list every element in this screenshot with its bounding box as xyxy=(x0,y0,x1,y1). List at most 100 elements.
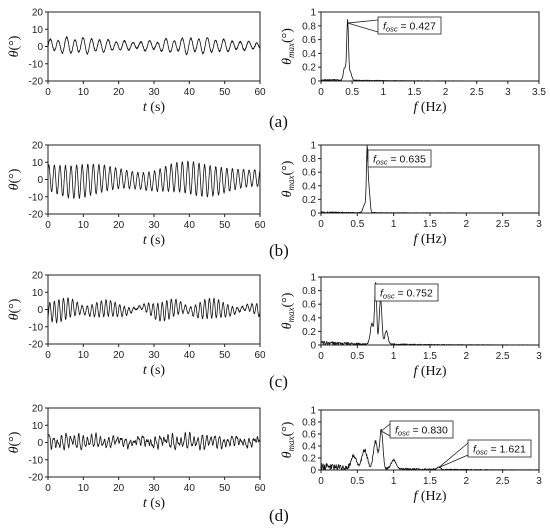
panel5-ytick-label-4: 0.8 xyxy=(302,286,316,297)
panel1-xtick-label-5: 2.5 xyxy=(470,87,484,98)
panel7-ytick-label-5: 1 xyxy=(310,406,316,417)
panel7-series xyxy=(320,428,539,471)
panel6-ytick-label-0: -20 xyxy=(29,473,44,484)
panel6-ytick-label-2: 0 xyxy=(37,438,43,449)
panel2-ytick-label-2: 0 xyxy=(37,175,43,186)
panel2-ytick-label-3: 10 xyxy=(32,158,44,169)
panel1-xtick-label-7: 3.5 xyxy=(532,87,546,98)
panel0-ytick-label-2: 0 xyxy=(37,42,43,53)
panel7-xtick-label-2: 1 xyxy=(391,476,397,487)
panel1-annotation-0: fosc = 0.427 xyxy=(383,21,436,34)
panel7-xlabel: f (Hz) xyxy=(413,489,446,504)
panel0-xtick-label-6: 60 xyxy=(254,87,266,98)
panel2-series xyxy=(47,160,261,199)
panel5-ytick-label-1: 0.2 xyxy=(302,327,316,338)
panel5-ylabel: θmax(°) xyxy=(280,292,296,329)
panel7-ytick-label-2: 0.4 xyxy=(302,442,316,453)
panel7-ylabel: θmax(°) xyxy=(280,421,296,458)
panel1-annotation-leader2-0 xyxy=(347,19,379,24)
panel4-ytick-label-0: -20 xyxy=(29,340,44,351)
panel1-xtick-label-0: 0 xyxy=(318,87,324,98)
panel0-xtick-label-5: 50 xyxy=(219,87,231,98)
panel2-ylabel: θ(°) xyxy=(7,168,22,190)
panel2-xtick-label-1: 10 xyxy=(78,220,90,231)
panel5-xtick-label-0: 0 xyxy=(318,351,324,362)
panel5-xtick-label-3: 1.5 xyxy=(423,351,437,362)
panel6-series xyxy=(47,431,261,451)
panel3-series xyxy=(320,145,539,214)
panel7-annotation-1: fosc = 1.621 xyxy=(473,444,526,457)
panel3-ytick-label-2: 0.4 xyxy=(302,181,316,192)
panel6-xtick-label-6: 60 xyxy=(254,483,266,494)
panel5-xtick-label-6: 3 xyxy=(536,351,542,362)
panel0-xtick-label-0: 0 xyxy=(45,87,51,98)
panel6-xlabel: t (s) xyxy=(143,496,166,511)
panel7-ytick-label-3: 0.6 xyxy=(302,430,316,441)
panel6-xtick-label-5: 50 xyxy=(219,483,231,494)
panel0-frame xyxy=(47,11,261,82)
panel5-xlabel: f (Hz) xyxy=(413,364,446,379)
panel7-xtick-label-5: 2.5 xyxy=(496,476,510,487)
subfigure-label-a: (a) xyxy=(269,112,288,131)
panel3-ytick-label-3: 0.6 xyxy=(302,168,316,179)
panel6-xtick-label-4: 40 xyxy=(184,483,196,494)
subfigure-label-c: (c) xyxy=(269,372,288,391)
panel3-ylabel: θmax(°) xyxy=(280,160,296,197)
panel5-ytick-label-3: 0.6 xyxy=(302,300,316,311)
panel2-xtick-label-0: 0 xyxy=(45,220,51,231)
panel0-ytick-label-4: 20 xyxy=(32,8,44,19)
panel1-ytick-label-4: 0.8 xyxy=(302,21,316,32)
panel2-ytick-label-1: -10 xyxy=(29,192,44,203)
panel0-ylabel: θ(°) xyxy=(7,35,22,57)
panel1-xtick-label-2: 1 xyxy=(381,87,387,98)
panel3-annotation-0: fosc = 0.635 xyxy=(373,154,426,167)
panel7-annotation-leader2-0 xyxy=(381,423,391,432)
panel3-xtick-label-3: 1.5 xyxy=(423,219,437,230)
panel6-ytick-label-4: 20 xyxy=(32,404,44,415)
panel1-ytick-label-1: 0.2 xyxy=(302,63,316,74)
panel1-xlabel: f (Hz) xyxy=(413,100,446,115)
panel1-ytick-label-5: 1 xyxy=(310,8,316,19)
panel2-ytick-label-4: 20 xyxy=(32,141,44,152)
panel6-xtick-label-0: 0 xyxy=(45,483,51,494)
panel3-annotation-box-0 xyxy=(367,149,432,168)
panel0-ytick-label-3: 10 xyxy=(32,25,44,36)
panel5-annotation-0: fosc = 0.752 xyxy=(380,288,433,301)
panel1-series xyxy=(320,18,539,82)
panel0-xtick-label-1: 10 xyxy=(78,87,90,98)
panel3-ytick-label-5: 1 xyxy=(310,141,316,152)
panel7-xtick-label-4: 2 xyxy=(464,476,470,487)
panel4-xtick-label-3: 30 xyxy=(148,350,160,361)
panel1-xtick-label-3: 1.5 xyxy=(407,87,421,98)
panel3-ytick-label-1: 0.2 xyxy=(302,195,316,206)
panel6-xtick-label-1: 10 xyxy=(78,483,90,494)
panel7-annotation-leader2-1 xyxy=(438,442,469,468)
panel0-ytick-label-0: -20 xyxy=(29,77,44,88)
panel3-xtick-label-6: 3 xyxy=(536,219,542,230)
panel7-ytick-label-1: 0.2 xyxy=(302,454,316,465)
panel7-xtick-label-6: 3 xyxy=(536,476,542,487)
panel5-xtick-label-5: 2.5 xyxy=(496,351,510,362)
panel4-ytick-label-1: -10 xyxy=(29,322,44,333)
panel7-xtick-label-0: 0 xyxy=(318,476,324,487)
panel7-annotation-leader-0 xyxy=(381,430,391,437)
panel2-xtick-label-2: 20 xyxy=(113,220,125,231)
panel1-ytick-label-3: 0.6 xyxy=(302,35,316,46)
panel1-ytick-label-0: 0 xyxy=(310,77,316,88)
panel0-xtick-label-4: 40 xyxy=(184,87,196,98)
panel7-annotation-leader-1 xyxy=(438,454,469,468)
panel3-xtick-label-5: 2.5 xyxy=(496,219,510,230)
panel7-annotation-box-1 xyxy=(467,439,532,458)
panel2-xtick-label-6: 60 xyxy=(254,220,266,231)
panel1-annotation-box-0 xyxy=(377,16,442,35)
panel1-ylabel: θmax(°) xyxy=(280,28,296,65)
subfigure-label-b: (b) xyxy=(269,241,289,260)
panel3-ytick-label-0: 0 xyxy=(310,209,316,220)
panel1-xtick-label-4: 2 xyxy=(443,87,449,98)
panel5-series xyxy=(320,282,539,346)
panel4-xtick-label-6: 60 xyxy=(254,350,266,361)
panel1-xtick-label-1: 0.5 xyxy=(345,87,359,98)
panel1-annotation-leader-0 xyxy=(347,22,379,33)
panel4-xtick-label-0: 0 xyxy=(45,350,51,361)
